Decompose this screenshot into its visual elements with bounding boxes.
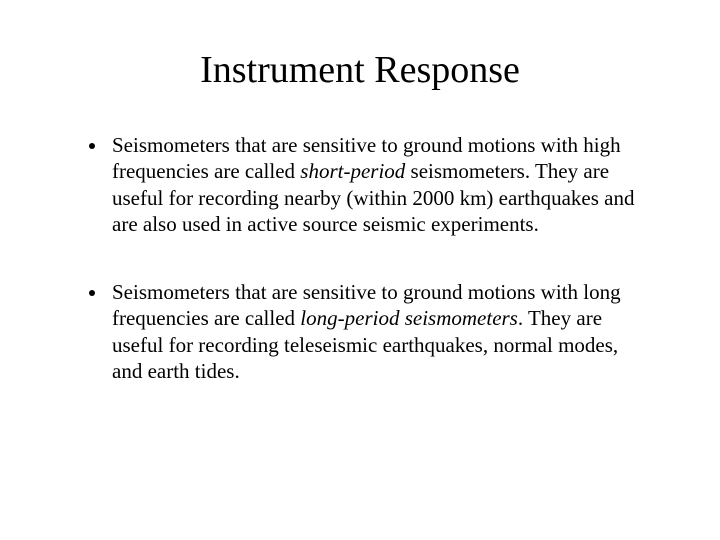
bullet-list: Seismometers that are sensitive to groun…: [70, 132, 650, 384]
bullet-text-em: short-period: [300, 159, 405, 183]
list-item: Seismometers that are sensitive to groun…: [108, 279, 650, 384]
slide: Instrument Response Seismometers that ar…: [0, 0, 720, 540]
slide-title: Instrument Response: [70, 48, 650, 92]
bullet-text-em: long-period seismometers: [300, 306, 518, 330]
list-item: Seismometers that are sensitive to groun…: [108, 132, 650, 237]
